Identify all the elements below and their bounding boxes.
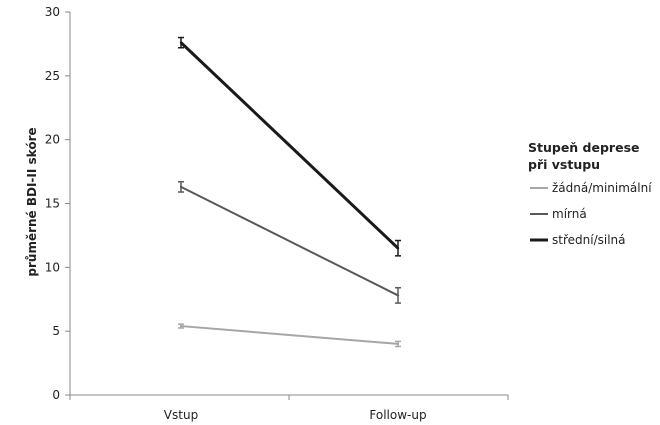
series-1 — [178, 181, 401, 304]
y-tick-label: 0 — [52, 388, 60, 402]
y-tick-label: 15 — [45, 197, 60, 211]
legend-title-line2: při vstupu — [528, 157, 600, 172]
data-point — [179, 41, 183, 44]
legend-label: mírná — [552, 207, 587, 221]
axes: 0 5 10 15 20 25 30 Vstup Follow-up — [45, 5, 509, 422]
legend-title-line1: Stupeň deprese — [528, 140, 640, 155]
series-layer — [178, 36, 401, 348]
data-point — [179, 324, 183, 328]
legend-item: žádná/minimální — [530, 181, 652, 195]
legend-label: žádná/minimální — [552, 181, 652, 195]
legend-item: mírná — [530, 207, 587, 221]
y-tick-label: 5 — [52, 324, 60, 338]
legend: Stupeň deprese při vstupu žádná/minimáln… — [528, 140, 652, 247]
y-tick-label: 30 — [45, 5, 60, 19]
series-line — [180, 186, 399, 297]
data-point — [396, 342, 400, 346]
data-point — [396, 246, 400, 250]
legend-label: střední/silná — [552, 233, 626, 247]
x-tick-label: Follow-up — [369, 408, 426, 422]
y-tick-label: 10 — [45, 260, 60, 274]
y-tick-label: 25 — [45, 69, 60, 83]
y-tick-label: 20 — [45, 133, 60, 147]
data-point — [179, 185, 183, 189]
series-line — [179, 41, 400, 250]
legend-item: střední/silná — [530, 233, 626, 247]
x-tick-label: Vstup — [164, 408, 198, 422]
y-axis-title: průměrné BDI-II skóre — [25, 127, 39, 276]
series-line — [180, 325, 399, 345]
series-0 — [178, 323, 401, 348]
series-2 — [178, 36, 401, 257]
data-point — [396, 294, 400, 297]
